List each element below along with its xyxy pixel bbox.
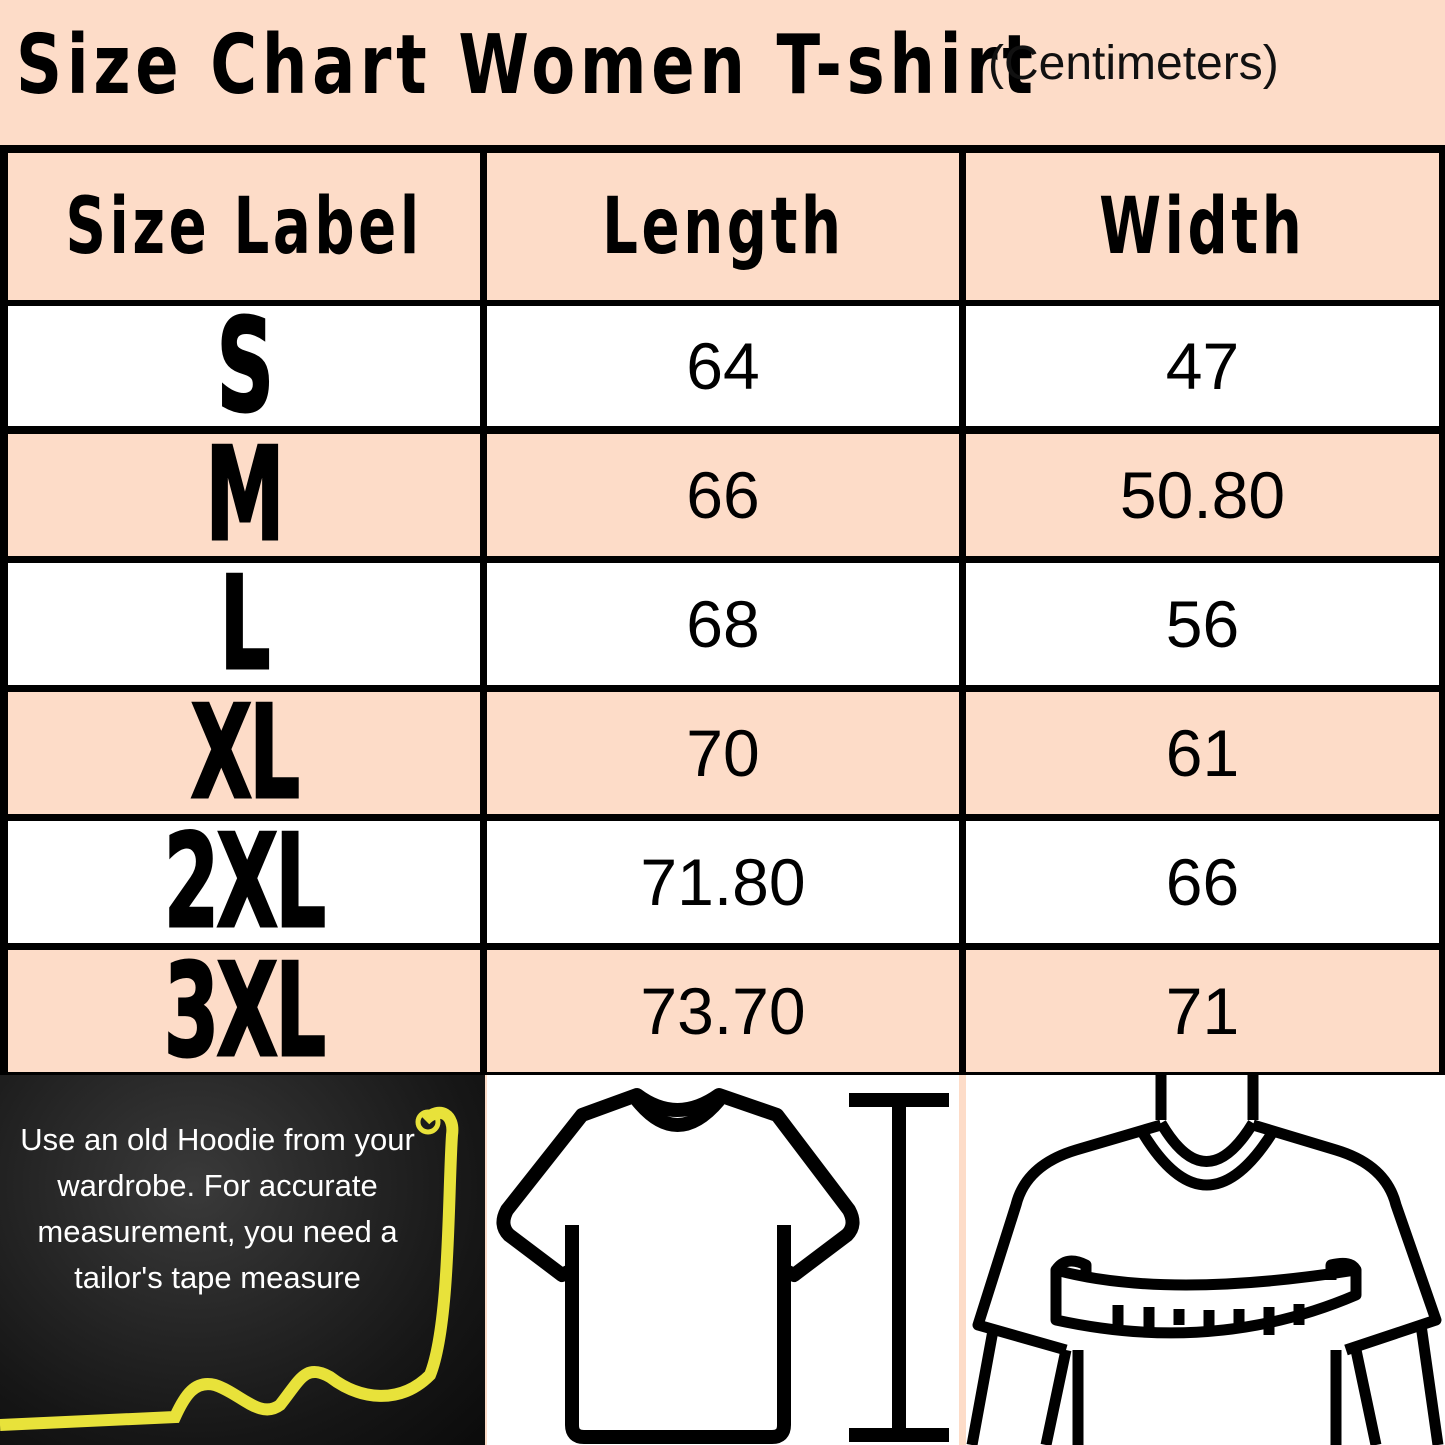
table-cell-width: 71: [966, 950, 1439, 1072]
size-value: 2XL: [163, 821, 327, 943]
length-value: 70: [686, 716, 760, 790]
measure-tip-panel: Use an old Hoodie from your wardrobe. Fo…: [0, 1075, 485, 1445]
table-cell-width: 61: [966, 692, 1439, 814]
width-value: 71: [1165, 974, 1240, 1048]
table-cell-size: XL: [8, 692, 480, 814]
size-value: S: [216, 306, 275, 426]
table-cell-length: 70: [487, 692, 959, 814]
header-width: Width: [966, 153, 1439, 300]
table-cell-size: 3XL: [8, 950, 480, 1072]
chest-measure-icon: [966, 1075, 1444, 1445]
header-size-label: Size Label: [8, 153, 480, 300]
size-value: 3XL: [163, 950, 327, 1072]
tip-text: Use an old Hoodie from your wardrobe. Fo…: [20, 1122, 415, 1295]
table-cell-length: 68: [487, 563, 959, 685]
width-value: 47: [1165, 329, 1240, 403]
width-illustration: [966, 1075, 1445, 1445]
width-value: 66: [1165, 845, 1240, 919]
unit-label: (Centimeters): [988, 37, 1279, 90]
size-value: L: [219, 563, 271, 685]
table-cell-width: 56: [966, 563, 1439, 685]
table-cell-length: 66: [487, 434, 959, 556]
table-cell-width: 47: [966, 306, 1439, 426]
tape-measure-icon: [0, 1106, 459, 1431]
length-value: 73.70: [640, 974, 806, 1048]
size-table: Size Label Length Width S 64 47 M 66 50.80 L 68…: [0, 145, 1445, 1075]
table-cell-size: 2XL: [8, 821, 480, 943]
size-value: M: [205, 434, 286, 556]
page-title: Size Chart Women T-shirt: [16, 18, 1038, 113]
table-cell-size: S: [8, 306, 480, 426]
width-value: 50.80: [1119, 458, 1286, 532]
header-text: Width: [1099, 181, 1306, 272]
size-value: XL: [190, 692, 301, 814]
length-value: 64: [686, 329, 760, 403]
width-value: 61: [1165, 716, 1240, 790]
table-cell-length: 64: [487, 306, 959, 426]
header-length: Length: [487, 153, 959, 300]
header-text: Size Label: [65, 181, 423, 272]
tshirt-length-icon: [496, 1088, 949, 1444]
length-value: 66: [686, 458, 760, 532]
table-cell-size: M: [8, 434, 480, 556]
table-cell-length: 73.70: [487, 950, 959, 1072]
table-cell-width: 50.80: [966, 434, 1439, 556]
width-value: 56: [1165, 587, 1240, 661]
header-text: Length: [601, 181, 845, 272]
table-cell-length: 71.80: [487, 821, 959, 943]
length-value: 68: [686, 587, 760, 661]
table-cell-size: L: [8, 563, 480, 685]
length-value: 71.80: [640, 845, 806, 919]
table-cell-width: 66: [966, 821, 1439, 943]
length-illustration: [487, 1075, 959, 1445]
